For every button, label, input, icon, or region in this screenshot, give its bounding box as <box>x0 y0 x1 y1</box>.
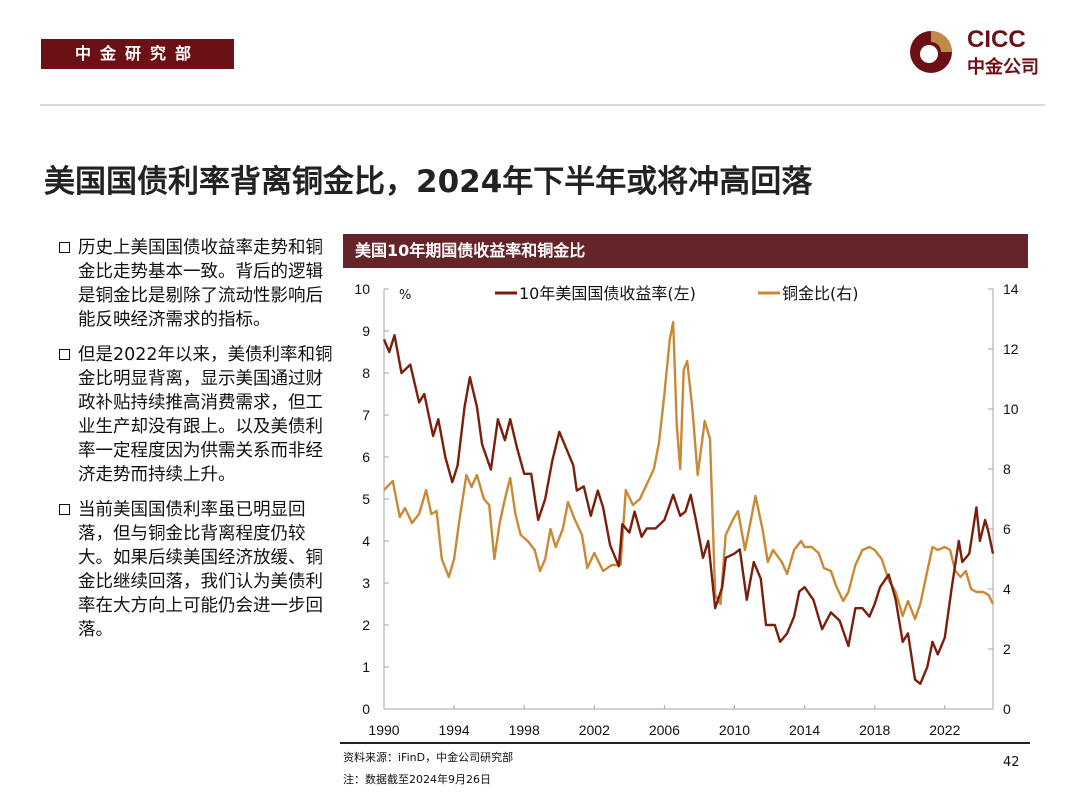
x-tick-label: 1990 <box>368 722 399 738</box>
left-tick-label: 1 <box>362 659 370 675</box>
chart-title: 美国10年期国债收益率和铜金比 <box>343 234 1028 268</box>
legend-label: 10年美国国债收益率(左) <box>519 284 696 303</box>
legend-label: 铜金比(右) <box>782 284 859 303</box>
yield-series-line <box>382 334 995 685</box>
x-tick-label: 1998 <box>509 722 540 738</box>
right-tick-label: 14 <box>1003 281 1019 297</box>
chart-footer-divider <box>340 742 1030 744</box>
left-tick-label: 10 <box>354 281 370 297</box>
right-tick-label: 4 <box>1003 581 1011 597</box>
x-tick-label: 2006 <box>649 722 680 738</box>
bullet-text: 但是2022年以来，美债利率和铜金比明显背离，显示美国通过财政补贴持续推高消费需… <box>78 345 333 485</box>
left-tick-label: 7 <box>362 407 370 423</box>
left-tick-label: 6 <box>362 449 370 465</box>
right-tick-label: 10 <box>1003 401 1019 417</box>
left-tick-label: 0 <box>362 701 370 717</box>
left-tick-label: 3 <box>362 575 370 591</box>
right-tick-label: 12 <box>1003 341 1019 357</box>
right-tick-label: 6 <box>1003 521 1011 537</box>
x-tick-label: 2014 <box>789 722 820 738</box>
bullet-text: 当前美国国债利率虽已明显回落，但与铜金比背离程度仍较大。如果后续美国经济放缓、铜… <box>78 500 323 640</box>
x-tick-label: 1994 <box>439 722 470 738</box>
bullet-item: 历史上美国国债收益率走势和铜金比走势基本一致。背后的逻辑是铜金比是剔除了流动性影… <box>58 236 333 332</box>
right-tick-label: 2 <box>1003 641 1011 657</box>
logo-text-cn: 中金公司 <box>967 57 1039 78</box>
header-divider <box>40 104 1045 106</box>
date-note: 注：数据截至2024年9月26日 <box>343 773 491 786</box>
page-number: 42 <box>1003 755 1020 770</box>
source-note: 资料来源：iFinD，中金公司研究部 <box>343 751 514 764</box>
right-tick-label: 8 <box>1003 461 1011 477</box>
left-tick-label: 4 <box>362 533 370 549</box>
left-tick-label: 2 <box>362 617 370 633</box>
x-tick-label: 2018 <box>859 722 890 738</box>
x-tick-label: 2002 <box>579 722 610 738</box>
bullet-item: 当前美国国债利率虽已明显回落，但与铜金比背离程度仍较大。如果后续美国经济放缓、铜… <box>58 498 333 642</box>
left-tick-label: 9 <box>362 323 370 339</box>
cicc-logo-icon <box>910 31 952 73</box>
department-label: 中金研究部 <box>41 39 234 69</box>
square-bullet-icon <box>59 504 70 515</box>
x-tick-label: 2022 <box>929 722 960 738</box>
right-tick-label: 0 <box>1003 701 1011 717</box>
slide-title: 美国国债利率背离铜金比，2024年下半年或将冲高回落 <box>44 164 813 200</box>
logo-text-en: CICC <box>967 26 1026 53</box>
bullet-item: 但是2022年以来，美债利率和铜金比明显背离，显示美国通过财政补贴持续推高消费需… <box>58 343 333 487</box>
left-tick-label: 8 <box>362 365 370 381</box>
bullet-list: 历史上美国国债收益率走势和铜金比走势基本一致。背后的逻辑是铜金比是剔除了流动性影… <box>58 236 333 653</box>
bullet-text: 历史上美国国债收益率走势和铜金比走势基本一致。背后的逻辑是铜金比是剔除了流动性影… <box>78 238 323 330</box>
cicc-logo: CICC 中金公司 <box>905 26 1050 78</box>
x-tick-label: 2010 <box>719 722 750 738</box>
square-bullet-icon <box>59 242 70 253</box>
copper-gold-ratio-series-line <box>383 320 995 621</box>
left-tick-label: 5 <box>362 491 370 507</box>
left-axis-unit: % <box>399 288 411 303</box>
square-bullet-icon <box>59 349 70 360</box>
